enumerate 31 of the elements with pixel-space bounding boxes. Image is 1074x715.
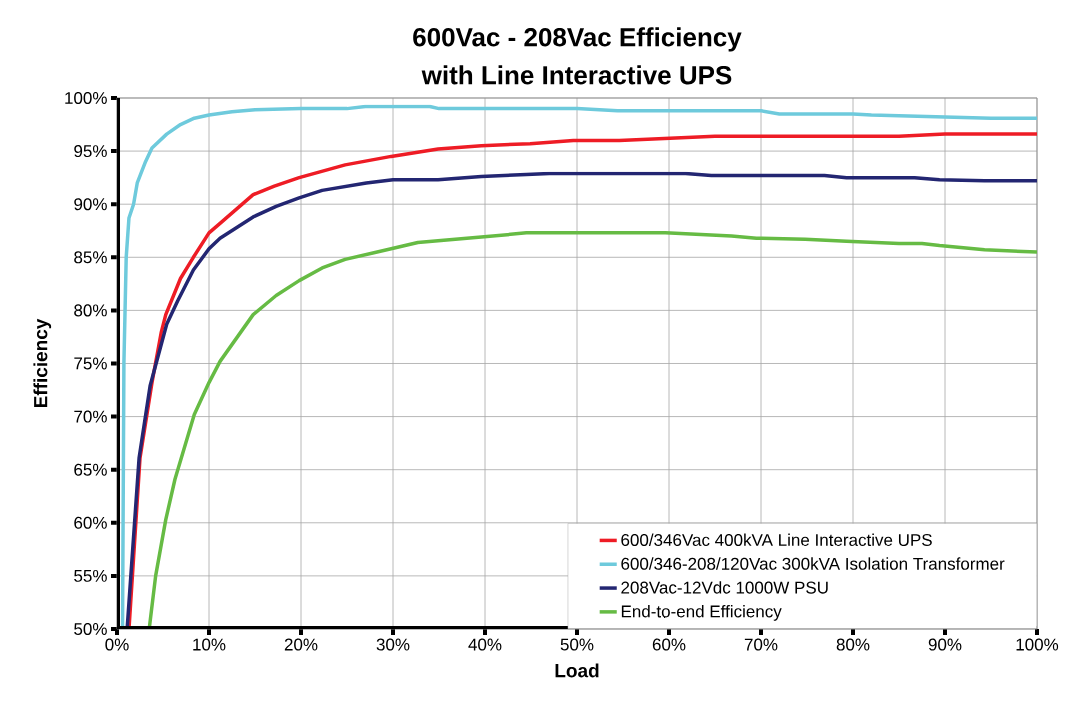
legend-label: 600/346Vac 400kVA Line Interactive UPS [621, 533, 932, 547]
x-tick-label: 20% [284, 638, 318, 651]
y-axis-title: Efficiency [33, 318, 52, 408]
chart-title: 600Vac - 208Vac Efficiency [413, 27, 742, 52]
y-tick-label: 75% [74, 357, 107, 370]
x-tick-label: 30% [376, 638, 410, 651]
x-tick-label: 90% [928, 638, 962, 651]
y-tick-label: 70% [74, 410, 107, 423]
x-tick-label: 40% [468, 638, 502, 651]
y-tick-label: 80% [74, 304, 107, 317]
x-tick-label: 60% [652, 638, 686, 651]
x-tick-label: 50% [560, 638, 594, 651]
y-tick-label: 90% [74, 198, 107, 211]
y-tick-label: 50% [74, 622, 107, 636]
x-tick-label: 10% [193, 638, 226, 651]
x-tick-label: 0% [105, 638, 129, 651]
y-tick-label: 85% [74, 251, 107, 264]
x-tick-label: 100% [1016, 638, 1059, 651]
line-series [147, 231, 1037, 629]
y-tick-label: 95% [74, 145, 107, 158]
x-axis-title: Load [555, 663, 599, 678]
y-tick-label: 60% [74, 516, 107, 529]
chart-subtitle: with Line Interactive UPS [421, 65, 732, 85]
x-tick-label: 80% [836, 638, 870, 651]
y-tick-label: 100% [65, 91, 107, 105]
y-tick-label: 55% [74, 569, 107, 582]
x-tick-label: 70% [744, 638, 778, 651]
legend-label: 600/346-208/120Vac 300kVA Isolation Transformer [621, 557, 1005, 570]
legend-label: 208Vac-12Vdc 1000W PSU [621, 581, 828, 594]
y-tick-label: 65% [74, 463, 107, 476]
legend-label: End-to-end Efficiency [621, 604, 782, 621]
